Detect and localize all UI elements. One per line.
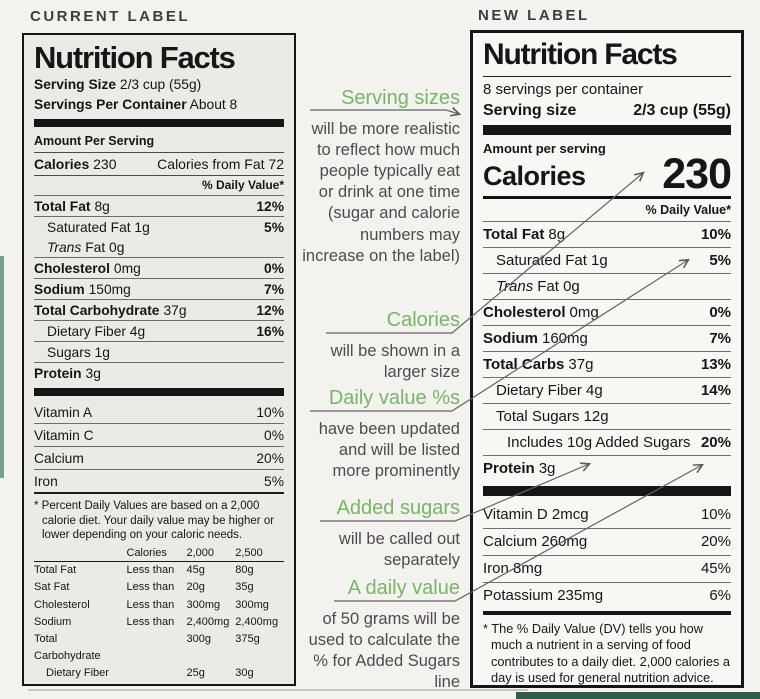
vitamin-row: Iron 5% — [34, 469, 284, 495]
reference-table-row: Sat Fat Less than 20g 35g — [34, 581, 254, 594]
annotation-body: will be called out separately — [338, 530, 460, 570]
current-panel-title: Nutrition Facts — [34, 40, 236, 75]
nutrient-row: Sugars 1g — [34, 341, 284, 362]
annotation-heading: Serving sizes — [341, 87, 460, 109]
vitamin-row: Vitamin D 2mcg 10% — [483, 506, 731, 524]
vitamin-row: Calcium 260mg 20% — [483, 527, 731, 555]
divider-bar — [34, 388, 284, 397]
divider-bar — [34, 119, 284, 128]
photo-edge-left — [0, 256, 4, 478]
current-label-heading: CURRENT LABEL — [30, 8, 190, 25]
new-nutrition-panel: Nutrition Facts 8 servings per container… — [470, 30, 744, 688]
annotation-serving-sizes: Serving sizes will be more realistic to … — [302, 87, 460, 267]
daily-value-header: % Daily Value* — [645, 202, 731, 217]
annotation-daily-value: Daily value %s have been updated and wil… — [302, 387, 460, 482]
nutrient-row: Protein 3g — [34, 362, 284, 383]
new-panel-title: Nutrition Facts — [483, 38, 731, 78]
reference-table-row: Cholesterol Less than 300mg 300mg — [34, 598, 269, 611]
calories-row: Calories 230 Calories from Fat 72 — [34, 152, 284, 175]
calories-from-fat: Calories from Fat 72 — [157, 156, 284, 173]
nutrient-row: Total Fat 8g 10% — [483, 220, 731, 247]
nutrient-row: Sodium 150mg 7% — [34, 278, 284, 299]
photo-shadow-bottom — [28, 689, 528, 691]
divider-bar — [483, 125, 731, 136]
new-footnote: * The % Daily Value (DV) tells you how m… — [483, 620, 731, 686]
annotation-daily-value-50g: A daily value of 50 grams will be used t… — [302, 577, 460, 693]
nutrient-row: Total Sugars 12g — [483, 402, 731, 429]
annotation-body: of 50 grams will be used to calculate th… — [308, 610, 460, 692]
vitamin-row: Calcium 20% — [34, 446, 284, 469]
reference-table-row: Sodium Less than 2,400mg 2,400mg — [34, 615, 279, 628]
nutrient-row: Saturated Fat 1g 5% — [34, 216, 284, 237]
serving-size-line: Serving Size 2/3 cup (55g) — [34, 77, 202, 93]
calories-row: Calories 230 — [483, 150, 732, 199]
nutrient-row: Cholesterol 0mg 0% — [34, 257, 284, 278]
current-nutrition-panel: Nutrition Facts Serving Size 2/3 cup (55… — [22, 33, 296, 686]
nutrient-row: Dietary Fiber 4g 16% — [34, 320, 284, 341]
annotation-body: will be shown in a larger size — [330, 342, 460, 382]
nutrient-row: Trans Fat 0g — [47, 239, 125, 255]
nutrient-row: Trans Fat 0g — [483, 272, 731, 299]
annotation-heading: A daily value — [347, 577, 460, 599]
amount-per-serving-label: Amount per serving — [483, 141, 606, 157]
photo-edge-bottom — [516, 692, 760, 699]
divider-bar — [483, 610, 731, 615]
reference-table-header: Calories 2,000 2,500 — [34, 547, 284, 563]
vitamin-row: Potassium 235mg 6% — [483, 581, 731, 609]
nutrient-row: Total Fat 8g 12% — [34, 195, 284, 216]
reference-table-row: Dietary Fiber 25g 30g — [46, 666, 254, 679]
new-label-heading: NEW LABEL — [478, 7, 590, 24]
divider-bar — [483, 485, 731, 496]
nutrient-row: Cholesterol 0mg 0% — [483, 298, 731, 325]
servings-per-container-line: 8 servings per container — [483, 81, 644, 99]
current-footnote: * Percent Daily Values are based on a 2,… — [34, 500, 275, 542]
annotation-added-sugars: Added sugars will be called out separate… — [302, 497, 460, 571]
nutrient-row: Sodium 160mg 7% — [483, 324, 731, 351]
vitamin-row: Iron 8mg 45% — [483, 554, 731, 582]
reference-table: Calories 2,000 2,500 Total Fat Less than 4… — [34, 547, 284, 681]
servings-per-container-line: Servings Per Container About 8 — [34, 97, 238, 113]
annotation-body: will be more realistic to reflect how mu… — [302, 120, 460, 265]
annotation-calories: Calories will be shown in a larger size — [302, 309, 460, 383]
nutrient-row: Saturated Fat 1g 5% — [483, 246, 731, 273]
reference-table-row: Total Carbohydrate 300g 375g — [34, 632, 260, 662]
nutrient-row: Dietary Fiber 4g 14% — [483, 376, 731, 403]
nutrient-row: Total Carbs 37g 13% — [483, 350, 731, 377]
vitamin-row: Vitamin A 10% — [34, 404, 284, 420]
reference-table-row: Total Fat Less than 45g 80g — [34, 564, 254, 577]
annotation-heading: Daily value %s — [328, 387, 460, 409]
annotation-heading: Calories — [386, 309, 460, 331]
calories-value: 230 — [662, 150, 732, 199]
nutrient-row: Total Carbohydrate 37g 12% — [34, 299, 284, 320]
annotation-body: have been updated and will be listed mor… — [318, 420, 460, 481]
amount-per-serving-label: Amount Per Serving — [34, 134, 155, 149]
daily-value-header: % Daily Value* — [34, 175, 284, 195]
nutrient-row: Includes 10g Added Sugars 20% — [483, 428, 731, 455]
serving-size-line: Serving size 2/3 cup (55g) — [483, 102, 731, 120]
nutrient-row: Protein 3g — [483, 454, 731, 481]
annotation-heading: Added sugars — [336, 497, 460, 519]
vitamin-row: Vitamin C 0% — [34, 423, 284, 446]
